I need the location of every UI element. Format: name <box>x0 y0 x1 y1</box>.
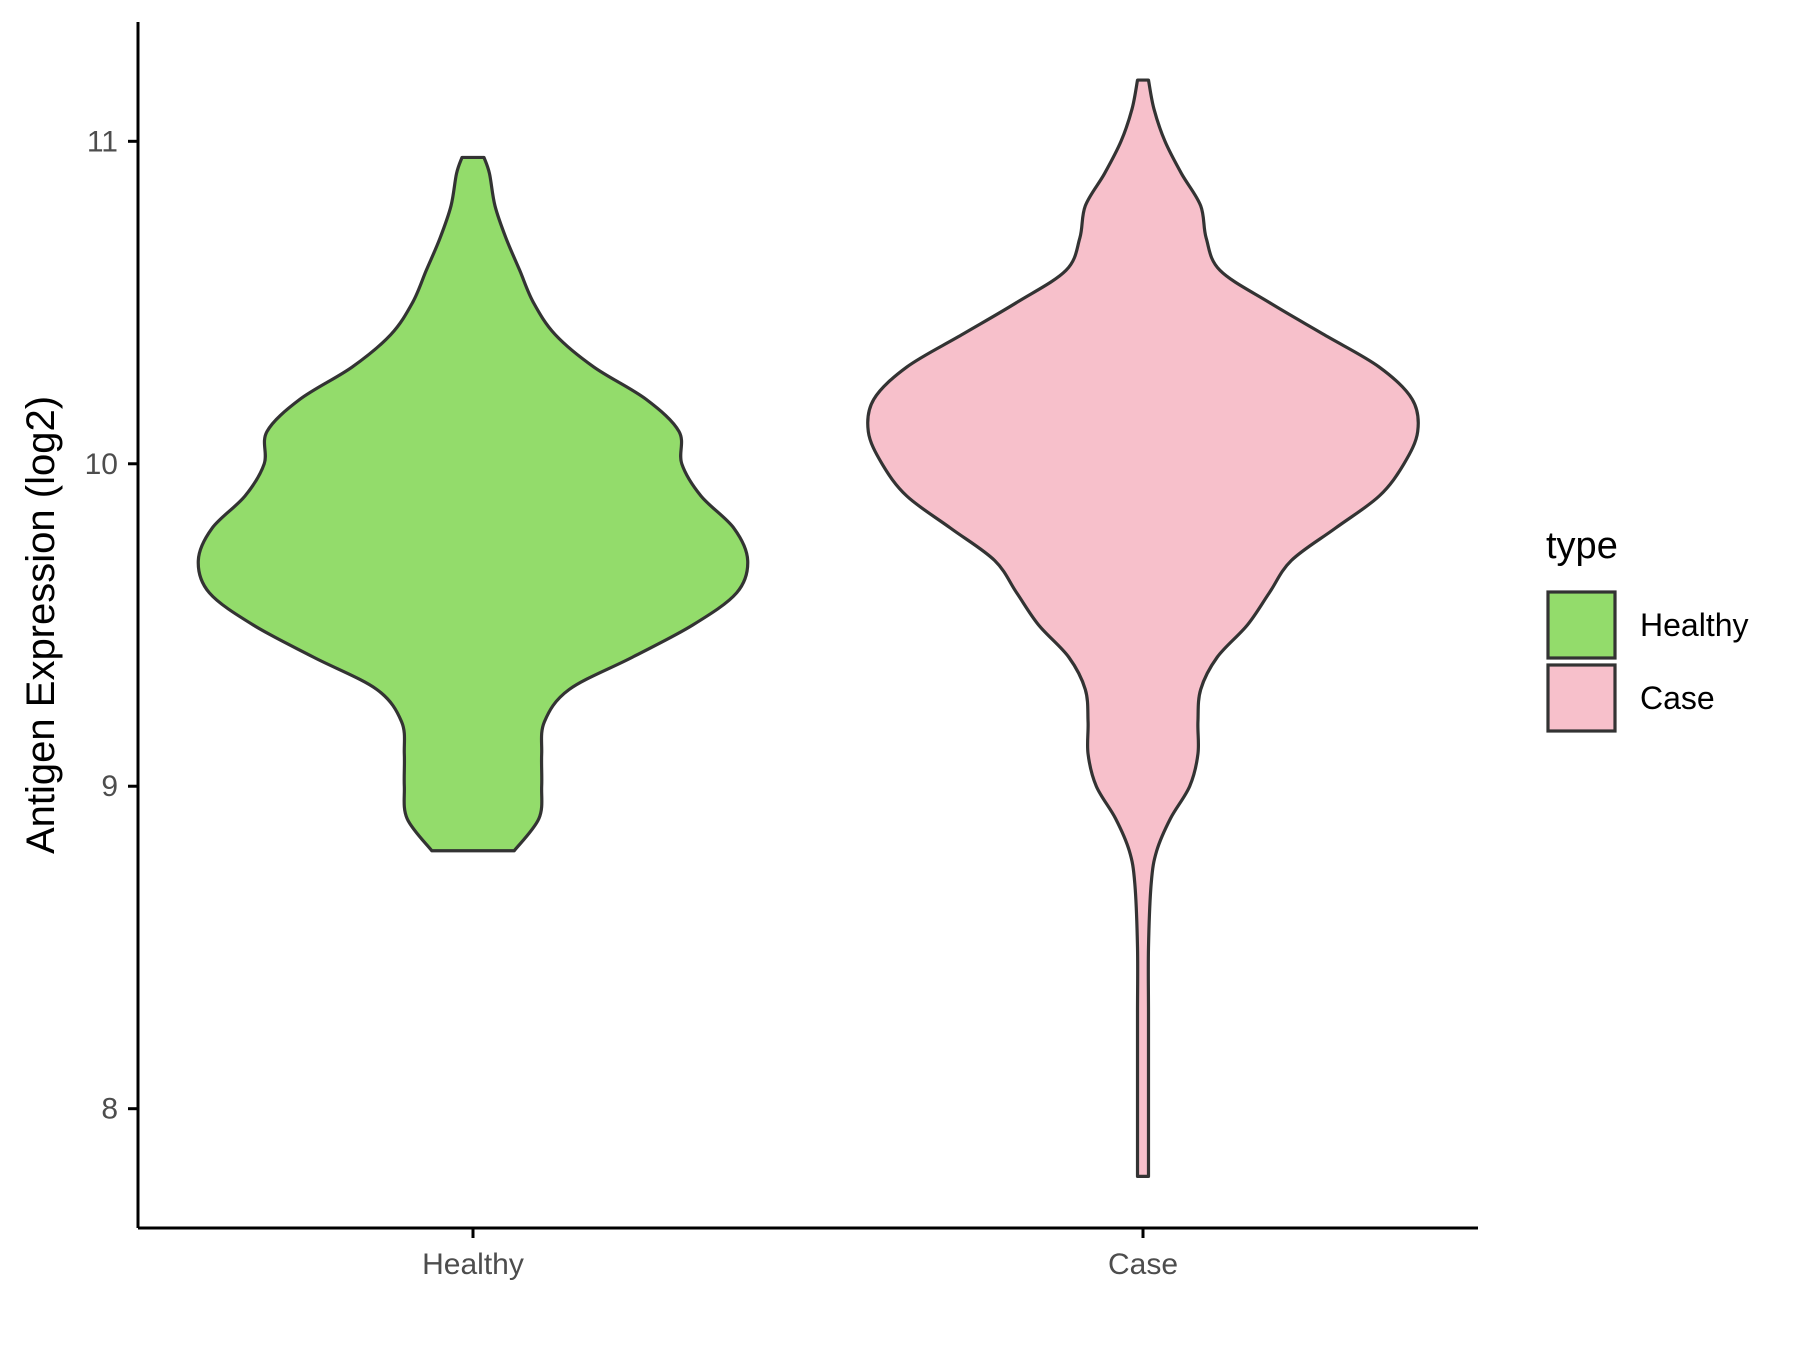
legend-label-case: Case <box>1640 680 1715 716</box>
legend-key-healthy <box>1546 590 1617 660</box>
x-tick-label: Healthy <box>422 1248 524 1281</box>
violin-healthy <box>196 155 750 853</box>
y-tick-label: 11 <box>87 125 118 158</box>
violin-case <box>866 78 1420 1179</box>
y-axis-title: Antigen Expression (log2) <box>19 396 63 854</box>
legend-title: type <box>1546 525 1618 567</box>
x-tick-label: Case <box>1108 1248 1178 1281</box>
y-tick-label: 9 <box>101 770 118 803</box>
y-tick-label: 10 <box>85 448 118 481</box>
violins-layer <box>196 78 1420 1179</box>
legend-key-case <box>1546 663 1617 733</box>
legend: Healthy Case <box>1546 590 1749 733</box>
legend-label-healthy: Healthy <box>1640 607 1749 643</box>
y-tick-label: 8 <box>101 1093 118 1126</box>
y-ticks: 8 9 10 11 <box>85 125 138 1126</box>
x-ticks: Healthy Case <box>422 1228 1178 1281</box>
